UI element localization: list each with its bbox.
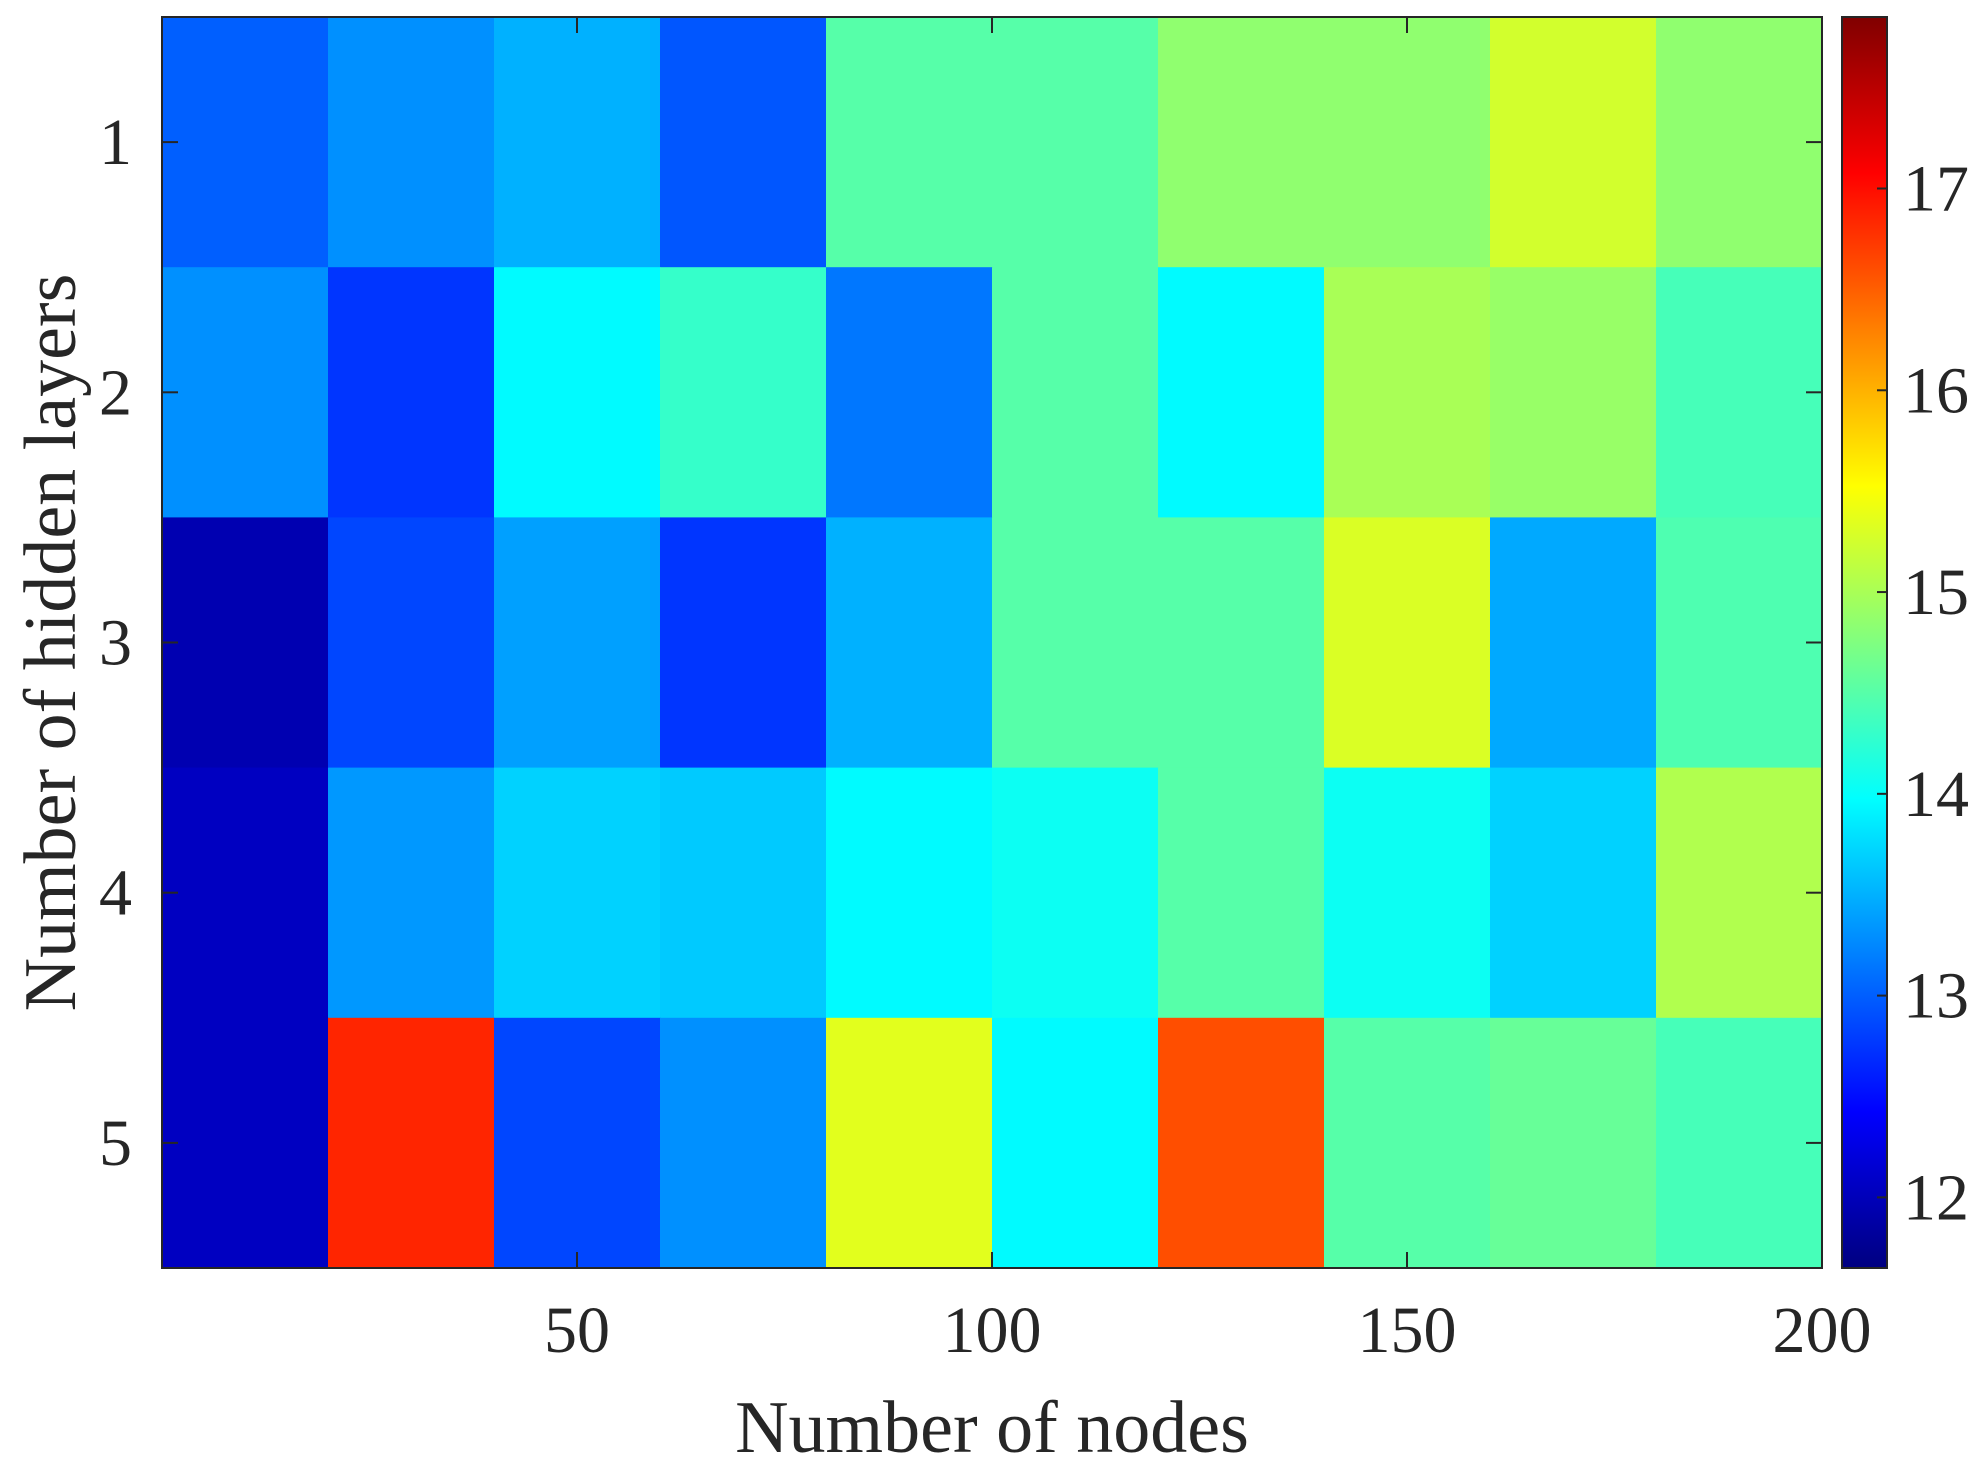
heatmap-cell bbox=[1158, 17, 1325, 268]
heatmap-cell bbox=[1656, 517, 1823, 768]
heatmap-cell bbox=[328, 1018, 495, 1269]
heatmap-cell bbox=[328, 517, 495, 768]
heatmap-cell bbox=[1324, 267, 1491, 518]
heatmap-cell bbox=[826, 267, 993, 518]
heatmap-cell bbox=[826, 768, 993, 1019]
heatmap-cell bbox=[660, 517, 827, 768]
heatmap-cell bbox=[660, 1018, 827, 1269]
heatmap-cell bbox=[494, 517, 661, 768]
colorbar-tick-label: 15 bbox=[1903, 556, 1969, 629]
heatmap-cell bbox=[1490, 17, 1657, 268]
heatmap-cell bbox=[1324, 17, 1491, 268]
heatmap-cell bbox=[1490, 1018, 1657, 1269]
heatmap-cell bbox=[494, 17, 661, 268]
heatmap-cell bbox=[1490, 267, 1657, 518]
heatmap-cells bbox=[162, 17, 1823, 1269]
heatmap-cell bbox=[1656, 17, 1823, 268]
x-axis-label: Number of nodes bbox=[735, 1387, 1249, 1467]
heatmap-cell bbox=[328, 267, 495, 518]
colorbar-tick-label: 16 bbox=[1903, 354, 1969, 427]
y-tick-label: 5 bbox=[99, 1107, 132, 1180]
y-tick-label: 4 bbox=[99, 857, 132, 930]
colorbar-tick-label: 14 bbox=[1903, 758, 1969, 831]
heatmap-cell bbox=[660, 17, 827, 268]
y-tick-label: 3 bbox=[99, 607, 132, 680]
heatmap-cell bbox=[1656, 1018, 1823, 1269]
heatmap-cell bbox=[1324, 1018, 1491, 1269]
heatmap-cell bbox=[826, 517, 993, 768]
x-tick-label: 150 bbox=[1358, 1294, 1457, 1367]
heatmap-cell bbox=[1490, 768, 1657, 1019]
heatmap-cell bbox=[162, 517, 329, 768]
heatmap-cell bbox=[992, 17, 1159, 268]
heatmap-cell bbox=[1324, 517, 1491, 768]
colorbar-tick-label: 17 bbox=[1903, 153, 1969, 226]
x-tick-label: 50 bbox=[544, 1294, 610, 1367]
colorbar: 12 13 14 15 16 17 bbox=[1842, 17, 1969, 1268]
heatmap-cell bbox=[992, 1018, 1159, 1269]
colorbar-gradient bbox=[1842, 17, 1887, 1268]
heatmap-cell bbox=[660, 768, 827, 1019]
heatmap-cell bbox=[1158, 517, 1325, 768]
y-tick-label: 1 bbox=[99, 106, 132, 179]
heatmap-cell bbox=[992, 768, 1159, 1019]
heatmap-cell bbox=[162, 17, 329, 268]
heatmap-cell bbox=[328, 17, 495, 268]
heatmap-cell bbox=[162, 267, 329, 518]
x-tick-label: 200 bbox=[1773, 1294, 1872, 1367]
heatmap-cell bbox=[1158, 1018, 1325, 1269]
heatmap-cell bbox=[826, 17, 993, 268]
heatmap-cell bbox=[494, 1018, 661, 1269]
heatmap-cell bbox=[162, 1018, 329, 1269]
heatmap-cell bbox=[992, 517, 1159, 768]
heatmap-cell bbox=[1656, 768, 1823, 1019]
heatmap-cell bbox=[1158, 768, 1325, 1019]
x-tick-label: 100 bbox=[943, 1294, 1042, 1367]
heatmap-cell bbox=[328, 768, 495, 1019]
heatmap-cell bbox=[1490, 517, 1657, 768]
colorbar-tick-label: 13 bbox=[1903, 960, 1969, 1033]
colorbar-ticks: 12 13 14 15 16 17 bbox=[1877, 153, 1969, 1235]
y-axis-label: Number of hidden layers bbox=[10, 274, 92, 1012]
heatmap-cell bbox=[826, 1018, 993, 1269]
heatmap-cell bbox=[494, 768, 661, 1019]
heatmap-cell bbox=[1324, 768, 1491, 1019]
heatmap-cell bbox=[162, 768, 329, 1019]
heatmap-cell bbox=[992, 267, 1159, 518]
y-tick-label: 2 bbox=[99, 356, 132, 429]
heatmap-cell bbox=[1656, 267, 1823, 518]
heatmap-cell bbox=[660, 267, 827, 518]
heatmap-cell bbox=[1158, 267, 1325, 518]
colorbar-tick-label: 12 bbox=[1903, 1161, 1969, 1234]
heatmap-cell bbox=[494, 267, 661, 518]
